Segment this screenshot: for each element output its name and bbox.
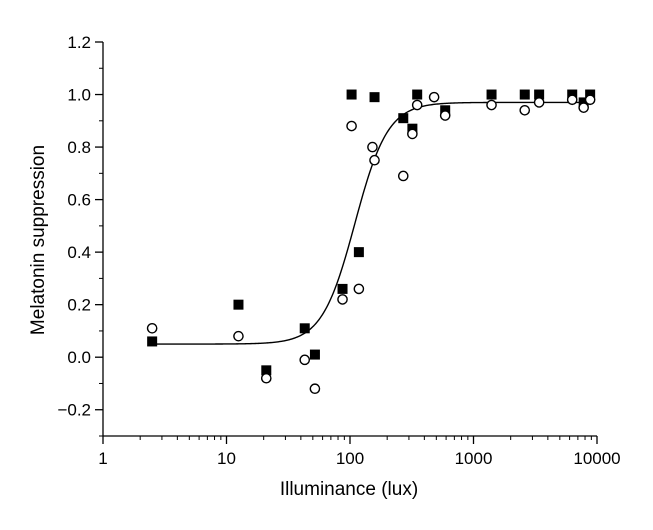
open-circle-marker (584, 94, 596, 106)
y-tick-label: 0.2 (67, 296, 91, 315)
y-tick-label: 0.6 (67, 191, 91, 210)
filled-square-marker (353, 247, 364, 258)
open-circle-marker (309, 383, 321, 395)
open-circle-marker (146, 323, 158, 334)
y-tick-label: 1.0 (67, 86, 91, 105)
fit-curve (152, 101, 592, 345)
open-circle-marker (411, 99, 423, 111)
open-circle-marker (353, 283, 365, 295)
open-circle-marker (428, 91, 440, 103)
y-axis-title: Melatonin suppression (28, 145, 49, 335)
filled-square-marker (398, 113, 409, 124)
y-tick-label: 1.2 (67, 33, 91, 52)
open-circle-marker (369, 154, 380, 166)
open-circle-marker (566, 94, 578, 106)
open-circle-marker (439, 110, 451, 121)
data-points (146, 89, 596, 395)
open-circle-marker (486, 99, 497, 111)
filled-square-marker (147, 336, 158, 347)
axis-ticks (95, 41, 598, 444)
open-circle-marker (533, 97, 545, 108)
open-circle-marker (578, 102, 589, 113)
filled-square-marker (519, 89, 530, 100)
filled-square-marker (233, 299, 244, 310)
filled-square-marker (337, 283, 348, 294)
open-circle-marker (397, 170, 409, 182)
filled-square-marker (369, 92, 380, 103)
filled-square-marker (486, 89, 497, 100)
x-tick-label: 10000 (573, 449, 620, 468)
filled-square-marker (309, 349, 320, 360)
open-circle-marker (407, 128, 418, 140)
y-tick-label: 0.0 (67, 348, 91, 367)
open-circle-marker (299, 354, 311, 366)
x-tick-label: 1000 (455, 449, 493, 468)
tick-labels: 1 10 100 1000 10000 −0.2 0.0 0.2 0.4 0.6 0.8 1.0 1.2 (57, 33, 620, 468)
open-circle-marker (233, 330, 244, 342)
open-circle-marker (346, 120, 357, 132)
x-axis-title: Illuminance (lux) (280, 479, 418, 500)
open-circle-marker (519, 104, 531, 116)
x-tick-label: 100 (336, 449, 364, 468)
filled-square-marker (412, 89, 423, 100)
filled-square-marker (534, 89, 545, 100)
filled-square-marker (346, 89, 357, 100)
y-tick-label: 0.4 (67, 243, 91, 262)
open-circle-marker (260, 372, 272, 384)
x-tick-label: 10 (217, 449, 236, 468)
filled-square-marker (299, 323, 310, 334)
y-tick-label: 0.8 (67, 138, 91, 157)
x-tick-label: 1 (98, 449, 107, 468)
open-circle-marker (367, 141, 378, 153)
open-circle-marker (337, 294, 348, 305)
filled-square-marker (261, 365, 272, 376)
y-tick-label: −0.2 (57, 401, 91, 420)
